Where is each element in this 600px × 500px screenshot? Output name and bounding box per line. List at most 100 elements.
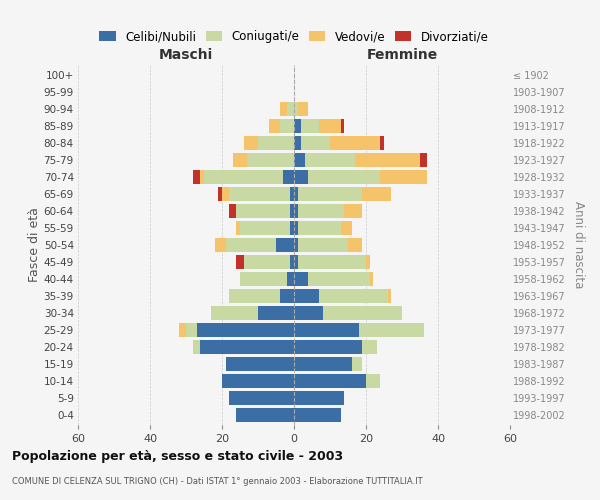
Bar xyxy=(215,238,226,252)
Bar xyxy=(290,221,294,235)
Legend: Celibi/Nubili, Coniugati/e, Vedovi/e, Divorziati/e: Celibi/Nubili, Coniugati/e, Vedovi/e, Di… xyxy=(97,28,491,46)
Bar xyxy=(298,221,341,235)
Bar xyxy=(244,255,290,269)
Bar xyxy=(240,221,290,235)
Bar xyxy=(298,187,362,201)
Bar xyxy=(222,374,294,388)
Bar xyxy=(298,255,366,269)
Bar xyxy=(294,153,305,167)
Bar xyxy=(229,391,294,405)
Text: Maschi: Maschi xyxy=(159,48,213,62)
Bar xyxy=(294,306,323,320)
Bar xyxy=(370,272,373,286)
Bar xyxy=(226,238,276,252)
Bar xyxy=(341,221,352,235)
Bar xyxy=(301,119,319,133)
Bar xyxy=(287,272,294,286)
Bar xyxy=(280,119,294,133)
Bar xyxy=(186,323,197,337)
Bar xyxy=(244,136,258,150)
Bar xyxy=(276,238,294,252)
Bar xyxy=(294,102,298,116)
Bar xyxy=(294,340,362,354)
Bar xyxy=(269,119,280,133)
Bar xyxy=(280,289,294,303)
Bar xyxy=(200,340,294,354)
Bar xyxy=(352,357,362,371)
Bar xyxy=(330,136,380,150)
Y-axis label: Fasce di età: Fasce di età xyxy=(28,208,41,282)
Bar xyxy=(294,374,366,388)
Bar xyxy=(294,136,301,150)
Bar xyxy=(287,102,294,116)
Bar xyxy=(226,357,294,371)
Bar xyxy=(229,187,290,201)
Bar xyxy=(294,187,298,201)
Bar xyxy=(290,187,294,201)
Bar xyxy=(211,306,258,320)
Bar xyxy=(294,119,301,133)
Bar xyxy=(319,119,341,133)
Bar xyxy=(193,340,200,354)
Bar xyxy=(298,238,348,252)
Bar xyxy=(294,408,341,422)
Bar xyxy=(301,136,330,150)
Bar xyxy=(229,289,280,303)
Bar xyxy=(388,289,391,303)
Bar xyxy=(294,221,298,235)
Bar xyxy=(229,204,236,218)
Bar xyxy=(294,238,298,252)
Bar xyxy=(294,170,308,184)
Bar xyxy=(240,272,287,286)
Bar xyxy=(362,187,391,201)
Bar xyxy=(308,272,370,286)
Bar xyxy=(290,204,294,218)
Bar xyxy=(380,170,427,184)
Bar xyxy=(420,153,427,167)
Y-axis label: Anni di nascita: Anni di nascita xyxy=(572,202,585,288)
Bar xyxy=(366,374,380,388)
Bar xyxy=(294,289,319,303)
Bar xyxy=(193,170,200,184)
Bar xyxy=(233,153,247,167)
Bar xyxy=(283,170,294,184)
Bar xyxy=(179,323,186,337)
Bar xyxy=(218,187,222,201)
Text: COMUNE DI CELENZA SUL TRIGNO (CH) - Dati ISTAT 1° gennaio 2003 - Elaborazione TU: COMUNE DI CELENZA SUL TRIGNO (CH) - Dati… xyxy=(12,478,422,486)
Bar xyxy=(341,119,344,133)
Bar xyxy=(197,323,294,337)
Bar xyxy=(290,255,294,269)
Bar xyxy=(258,136,294,150)
Bar xyxy=(204,170,283,184)
Bar xyxy=(236,255,244,269)
Text: Popolazione per età, sesso e stato civile - 2003: Popolazione per età, sesso e stato civil… xyxy=(12,450,343,463)
Bar xyxy=(362,340,377,354)
Bar xyxy=(355,153,420,167)
Bar xyxy=(294,204,298,218)
Bar xyxy=(366,255,370,269)
Bar xyxy=(294,357,352,371)
Bar xyxy=(247,153,294,167)
Bar xyxy=(323,306,402,320)
Bar xyxy=(294,272,308,286)
Bar xyxy=(359,323,424,337)
Bar xyxy=(319,289,388,303)
Bar xyxy=(222,187,229,201)
Bar xyxy=(305,153,355,167)
Bar xyxy=(280,102,287,116)
Bar xyxy=(294,323,359,337)
Bar xyxy=(236,408,294,422)
Bar xyxy=(294,255,298,269)
Bar xyxy=(298,204,344,218)
Bar xyxy=(258,306,294,320)
Bar xyxy=(348,238,362,252)
Bar xyxy=(236,204,290,218)
Bar xyxy=(298,102,308,116)
Bar xyxy=(380,136,384,150)
Bar xyxy=(344,204,362,218)
Text: Femmine: Femmine xyxy=(367,48,437,62)
Bar xyxy=(308,170,380,184)
Bar xyxy=(236,221,240,235)
Bar xyxy=(294,391,344,405)
Bar xyxy=(200,170,204,184)
